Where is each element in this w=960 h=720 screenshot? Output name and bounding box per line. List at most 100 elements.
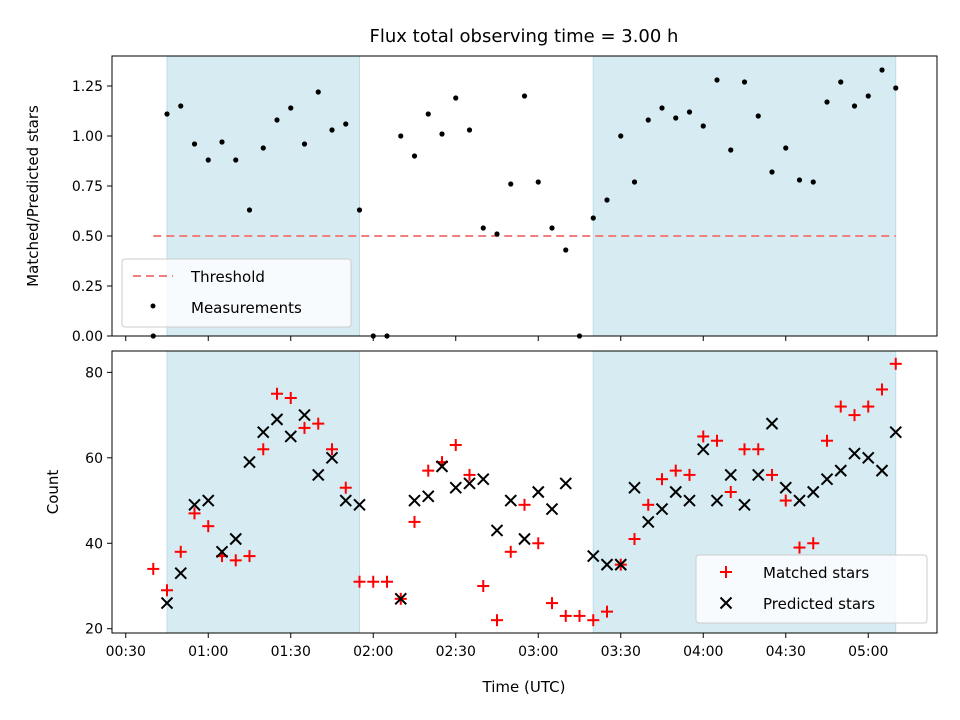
predicted-point-17 xyxy=(422,490,435,503)
predicted-point-14-b xyxy=(353,498,366,512)
predicted-point-14 xyxy=(353,498,366,512)
predicted-point-30 xyxy=(614,558,627,571)
predicted-point-41-b xyxy=(765,417,779,430)
predicted-point-25-b xyxy=(532,485,545,499)
predicted-point-28-b xyxy=(587,549,600,563)
predicted-point-50-b xyxy=(889,425,902,439)
measurement-point-6 xyxy=(233,157,239,163)
predicted-point-29 xyxy=(600,558,614,571)
bottom-y-tick-label-1: 40 xyxy=(85,536,103,552)
x-tick-label-0: 00:30 xyxy=(106,644,146,660)
predicted-point-10-b xyxy=(298,408,311,422)
predicted-point-24 xyxy=(518,532,531,546)
matched-point-47 xyxy=(793,541,806,554)
matched-point-8 xyxy=(257,443,270,456)
predicted-point-35-b xyxy=(683,494,696,507)
measurement-point-4 xyxy=(205,157,211,163)
predicted-point-31-b xyxy=(628,481,641,494)
predicted-point-3-b xyxy=(202,494,215,507)
predicted-point-13-b xyxy=(339,494,352,507)
predicted-point-26 xyxy=(545,502,559,516)
top-y-tick-label-1: 0.25 xyxy=(72,279,103,295)
matched-point-4 xyxy=(202,520,215,533)
matched-point-30 xyxy=(559,609,572,622)
measurement-point-53 xyxy=(879,67,885,73)
bottom-y-tick-label-0: 20 xyxy=(85,622,103,638)
measurement-point-20 xyxy=(425,111,431,117)
predicted-point-16-b xyxy=(408,494,421,507)
matched-point-25 xyxy=(491,614,503,627)
predicted-point-21-b xyxy=(477,472,490,486)
measurement-point-22 xyxy=(453,95,459,101)
predicted-point-11-b xyxy=(312,468,325,482)
measurement-point-15 xyxy=(356,207,363,213)
matched-point-41 xyxy=(711,434,723,447)
legend-threshold-label: Threshold xyxy=(190,268,265,286)
predicted-point-2 xyxy=(188,498,201,512)
predicted-point-10 xyxy=(298,408,311,422)
bottom-legend-box xyxy=(695,554,928,624)
predicted-point-37-b xyxy=(710,494,724,507)
predicted-point-45 xyxy=(820,472,834,486)
measurement-point-48 xyxy=(810,179,816,185)
matched-point-38 xyxy=(669,464,682,477)
predicted-point-18 xyxy=(435,460,449,473)
measurement-point-50 xyxy=(838,79,844,85)
measurement-point-23 xyxy=(466,127,473,133)
matched-point-7 xyxy=(243,550,256,563)
predicted-point-42 xyxy=(779,481,792,494)
x-tick-label-2: 01:30 xyxy=(271,644,311,660)
measurement-point-32 xyxy=(590,215,596,221)
matched-point-43 xyxy=(738,443,751,456)
matched-point-32 xyxy=(587,614,600,627)
matched-point-27 xyxy=(518,498,531,511)
top-y-tick-label-0: 0.00 xyxy=(72,329,103,345)
predicted-point-11 xyxy=(312,468,325,482)
matched-point-28 xyxy=(532,537,545,550)
measurement-point-2 xyxy=(178,103,184,109)
measurement-point-25 xyxy=(494,231,500,237)
matched-point-15 xyxy=(353,575,366,588)
measurement-point-37 xyxy=(659,105,665,111)
matched-point-49 xyxy=(821,434,833,447)
bottom-y-ticks: 20 40 60 80 xyxy=(85,365,112,638)
measurement-point-7 xyxy=(246,207,253,213)
matched-point-1 xyxy=(161,584,173,597)
matched-point-13 xyxy=(326,443,338,456)
top-legend-box xyxy=(121,258,352,328)
predicted-point-38-b xyxy=(724,468,737,482)
predicted-point-22-b xyxy=(490,524,504,537)
predicted-point-8-b xyxy=(270,413,284,426)
predicted-point-18-b xyxy=(435,460,449,473)
predicted-point-6 xyxy=(243,455,256,469)
measurement-point-40 xyxy=(700,123,706,129)
predicted-point-36-b xyxy=(697,443,710,456)
top-legend: Threshold Measurements xyxy=(121,258,352,328)
top-y-tick-label-4: 1.00 xyxy=(72,129,103,145)
predicted-point-7-b xyxy=(257,425,270,439)
predicted-point-46-b xyxy=(834,464,847,477)
matched-point-45 xyxy=(766,468,778,481)
x-tick-label-3: 02:00 xyxy=(353,644,393,660)
predicted-point-15-b xyxy=(394,592,407,606)
bottom-x-ticks: 00:30 01:00 01:30 02:00 02:30 03:00 03:30 04:00… xyxy=(106,633,888,660)
measurement-point-49 xyxy=(824,99,830,105)
predicted-point-49-b xyxy=(875,464,889,477)
predicted-point-42-b xyxy=(779,481,792,494)
matched-point-54 xyxy=(889,357,902,370)
predicted-point-22 xyxy=(490,524,504,537)
x-tick-label-9: 05:00 xyxy=(848,644,888,660)
predicted-point-43-b xyxy=(793,494,806,507)
matched-point-39 xyxy=(683,468,696,481)
predicted-point-24-b xyxy=(518,532,531,546)
predicted-point-50 xyxy=(889,425,902,439)
predicted-point-5 xyxy=(229,532,242,546)
legend-measurements-label: Measurements xyxy=(191,299,302,317)
matched-point-31 xyxy=(573,609,586,622)
predicted-point-37 xyxy=(710,494,724,507)
measurement-point-33 xyxy=(604,197,610,203)
predicted-point-41 xyxy=(765,417,779,430)
predicted-point-40 xyxy=(752,468,765,482)
measurement-point-47 xyxy=(796,177,803,183)
